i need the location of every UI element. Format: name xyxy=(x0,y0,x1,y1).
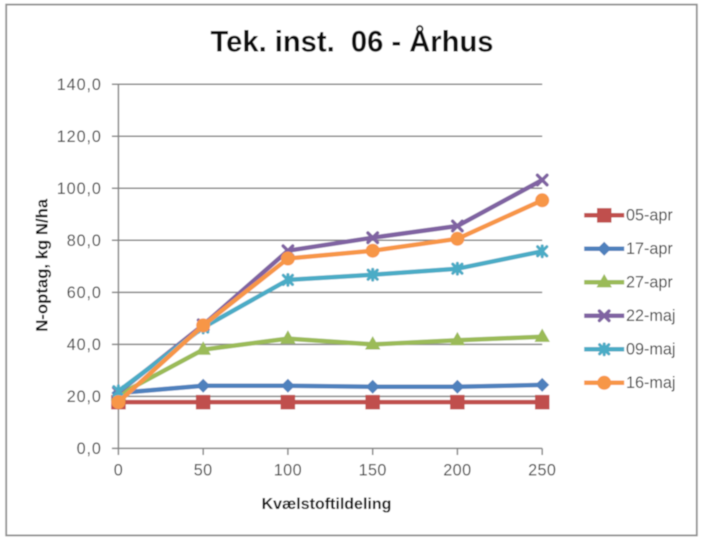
svg-text:150: 150 xyxy=(359,462,387,480)
svg-text:22-maj: 22-maj xyxy=(626,307,675,325)
svg-text:09-maj: 09-maj xyxy=(626,341,675,359)
svg-text:Tek. inst. 06 - Århus: Tek. inst. 06 - Århus xyxy=(211,26,494,59)
svg-text:17-apr: 17-apr xyxy=(626,240,673,258)
svg-text:27-apr: 27-apr xyxy=(626,274,673,292)
svg-text:0,0: 0,0 xyxy=(77,440,102,458)
svg-text:60,0: 60,0 xyxy=(67,284,102,302)
svg-text:250: 250 xyxy=(528,462,556,480)
svg-text:05-apr: 05-apr xyxy=(626,207,673,225)
svg-text:20,0: 20,0 xyxy=(67,388,102,406)
svg-text:140,0: 140,0 xyxy=(57,76,102,94)
svg-text:0: 0 xyxy=(114,462,123,480)
svg-text:80,0: 80,0 xyxy=(67,232,102,250)
svg-text:100: 100 xyxy=(274,462,302,480)
svg-text:50: 50 xyxy=(194,462,213,480)
svg-text:200: 200 xyxy=(443,462,471,480)
svg-text:120,0: 120,0 xyxy=(57,128,102,146)
svg-text:N-optag, kg N/ha: N-optag, kg N/ha xyxy=(34,198,52,332)
svg-text:40,0: 40,0 xyxy=(67,336,102,354)
svg-text:100,0: 100,0 xyxy=(57,180,102,198)
svg-text:Kvælstoftildeling: Kvælstoftildeling xyxy=(262,496,392,513)
svg-text:16-maj: 16-maj xyxy=(626,374,675,392)
